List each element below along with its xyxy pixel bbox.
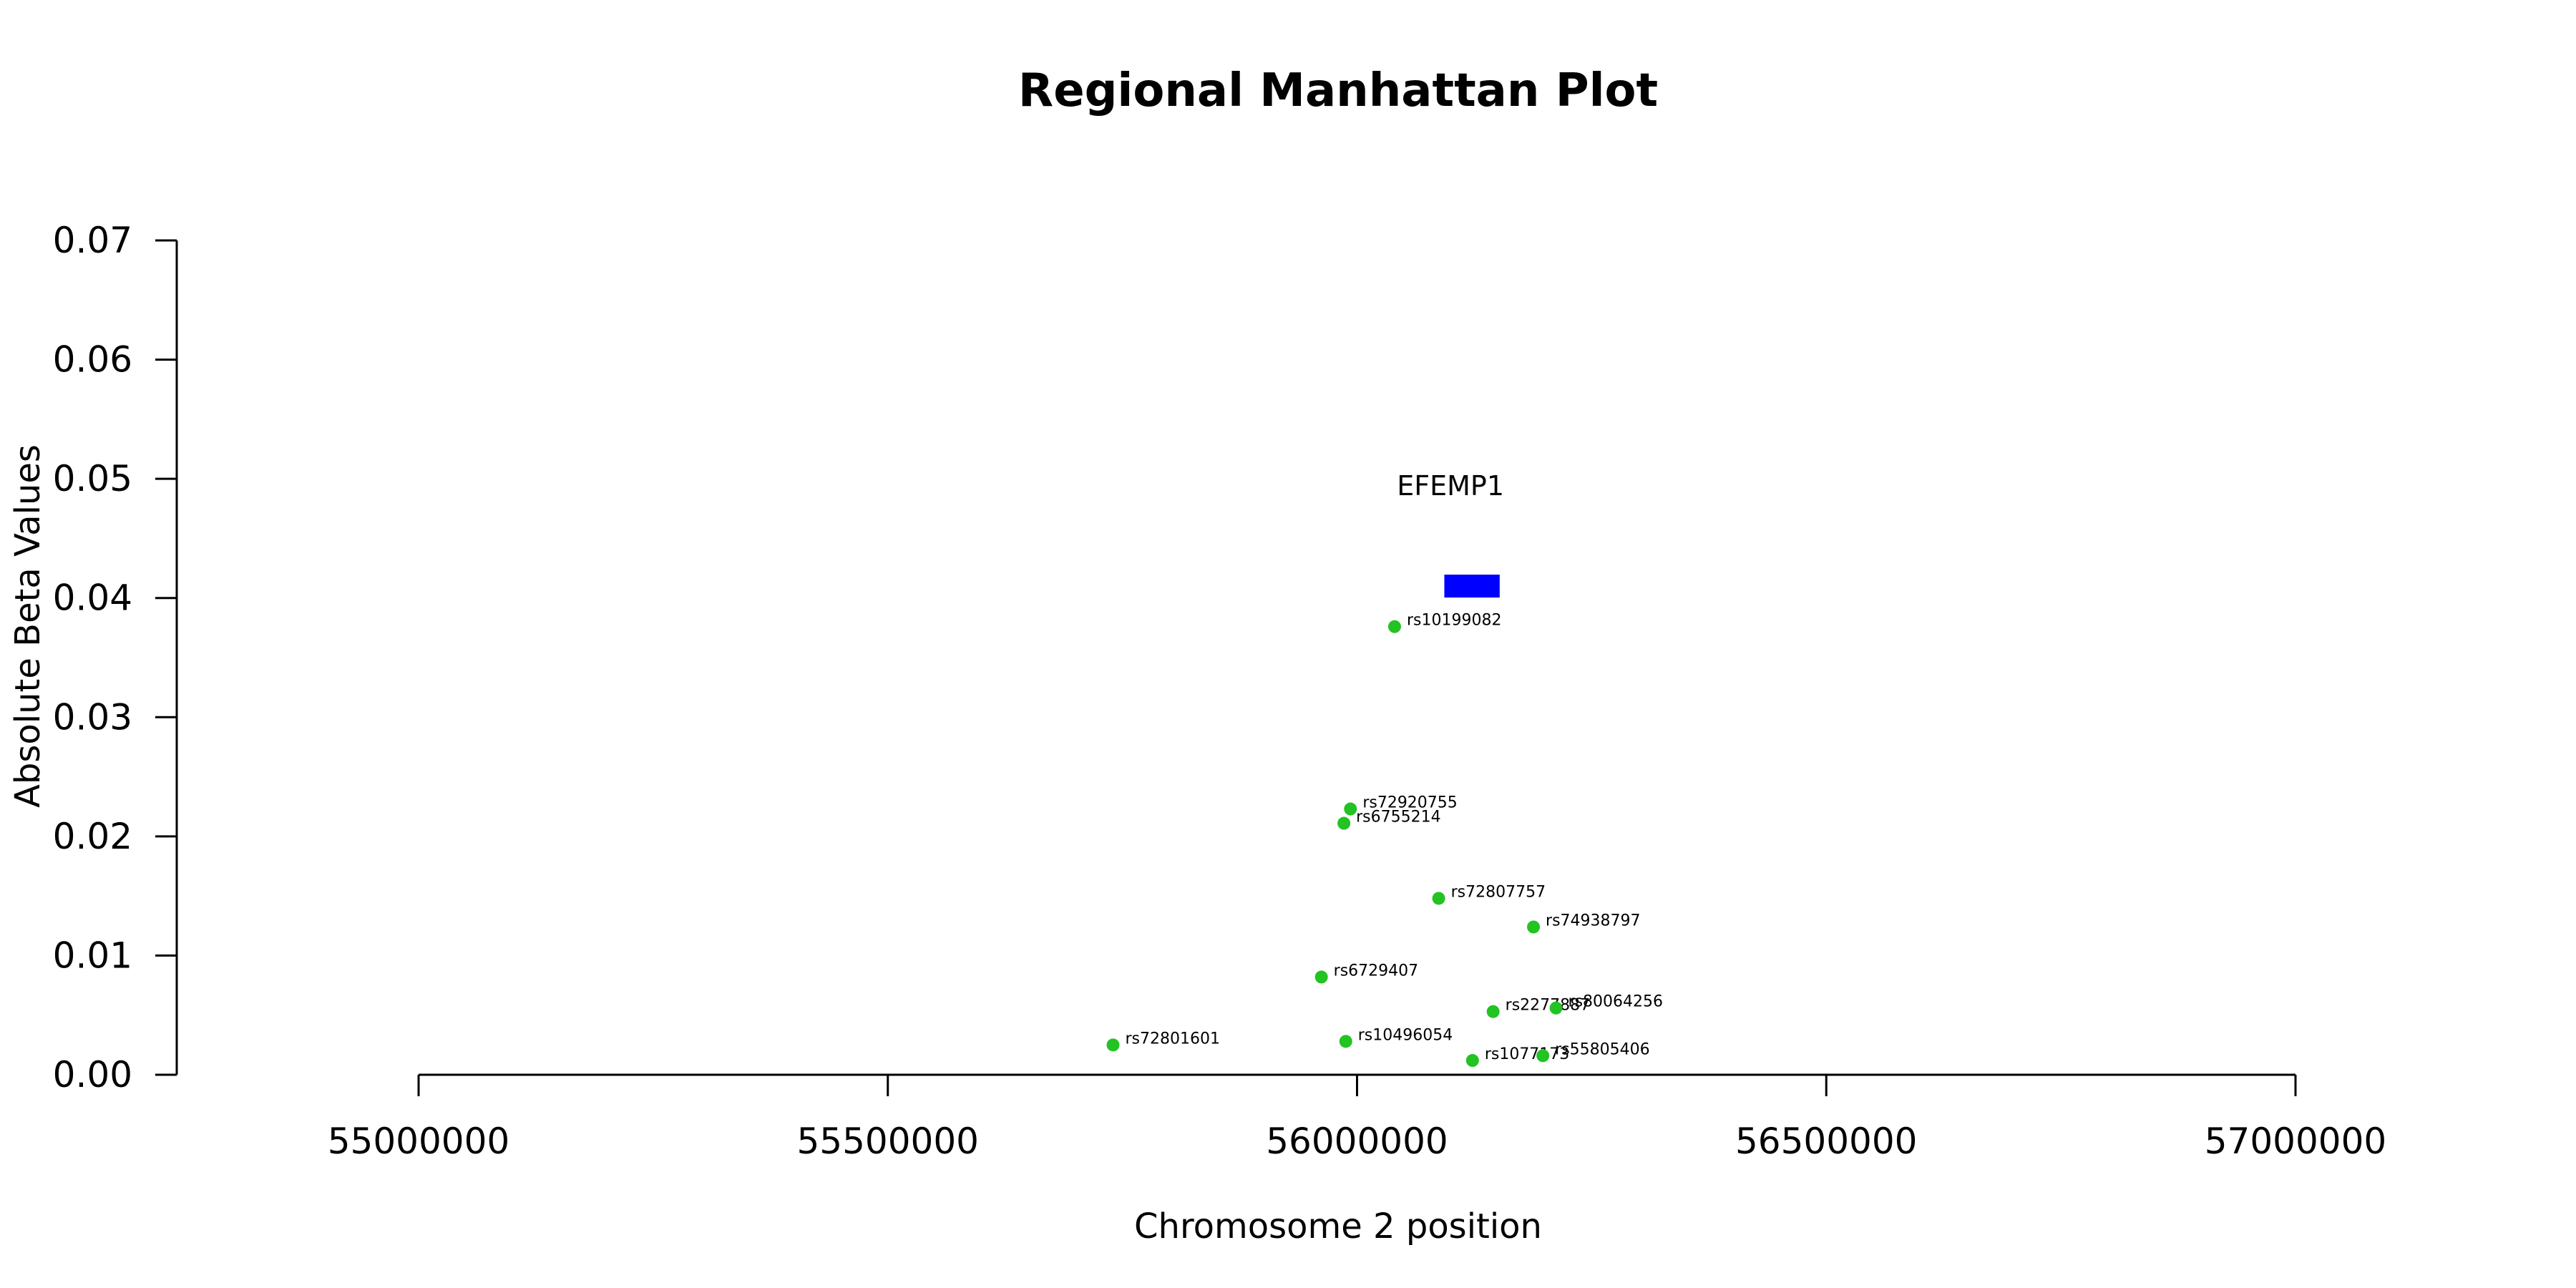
- snp-label: rs55805406: [1555, 1040, 1649, 1058]
- snp-label: rs10199082: [1407, 612, 1501, 630]
- snp-label: rs2277887: [1506, 997, 1591, 1015]
- snp-point: [1344, 802, 1357, 816]
- snp-point: [1337, 816, 1351, 830]
- snp-label: rs72920755: [1362, 794, 1457, 812]
- y-tick-label: 0.05: [53, 458, 132, 499]
- snp-label: rs6755214: [1356, 809, 1441, 826]
- snp-label: rs80064256: [1568, 993, 1663, 1011]
- snp-label: rs74938797: [1546, 912, 1640, 930]
- x-tick-label: 56500000: [1735, 1121, 1918, 1162]
- x-axis-label: Chromosome 2 position: [1134, 1206, 1542, 1246]
- y-tick-label: 0.04: [53, 577, 132, 619]
- snp-point: [1486, 1005, 1500, 1018]
- snp-point: [1465, 1054, 1479, 1068]
- snp-label: rs1077173: [1485, 1045, 1570, 1063]
- snp-point: [1314, 970, 1328, 984]
- y-tick-label: 0.02: [53, 816, 132, 857]
- y-axis-label: Absolute Beta Values: [8, 444, 48, 808]
- y-tick-label: 0.01: [53, 935, 132, 976]
- x-axis: 55000000 55500000 56000000 56500000 57000000: [328, 1073, 2387, 1162]
- y-tick-label: 0.06: [53, 339, 132, 381]
- x-tick-label: 56000000: [1266, 1121, 1448, 1162]
- x-tick-label: 57000000: [2205, 1121, 2387, 1162]
- chart-title: Regional Manhattan Plot: [1018, 64, 1658, 117]
- snp-label: rs72801601: [1126, 1030, 1220, 1048]
- y-tick-label: 0.03: [53, 696, 132, 738]
- x-tick-label: 55500000: [797, 1121, 980, 1162]
- y-axis: 0.00 0.01 0.02 0.03 0.04 0.05 0.06 0.07: [53, 220, 178, 1096]
- x-tick-label: 55000000: [328, 1121, 510, 1162]
- y-tick-label: 0.07: [53, 220, 132, 261]
- gene-block: [1444, 575, 1500, 598]
- y-tick-label: 0.00: [53, 1054, 132, 1096]
- snp-point: [1339, 1035, 1352, 1048]
- snp-point: [1527, 920, 1541, 934]
- snp-label: rs6729407: [1334, 962, 1419, 980]
- snp-point: [1387, 620, 1401, 633]
- points-layer: rs10199082rs72920755rs6755214rs72807757r…: [1106, 612, 1663, 1068]
- snp-point: [1106, 1038, 1120, 1052]
- gene-layer: EFEMP1: [1397, 470, 1504, 598]
- snp-label: rs72807757: [1451, 883, 1546, 901]
- snp-point: [1549, 1001, 1563, 1015]
- snp-label: rs10496054: [1358, 1026, 1453, 1044]
- snp-point: [1536, 1049, 1550, 1063]
- snp-point: [1432, 892, 1445, 905]
- gene-label: EFEMP1: [1397, 470, 1504, 502]
